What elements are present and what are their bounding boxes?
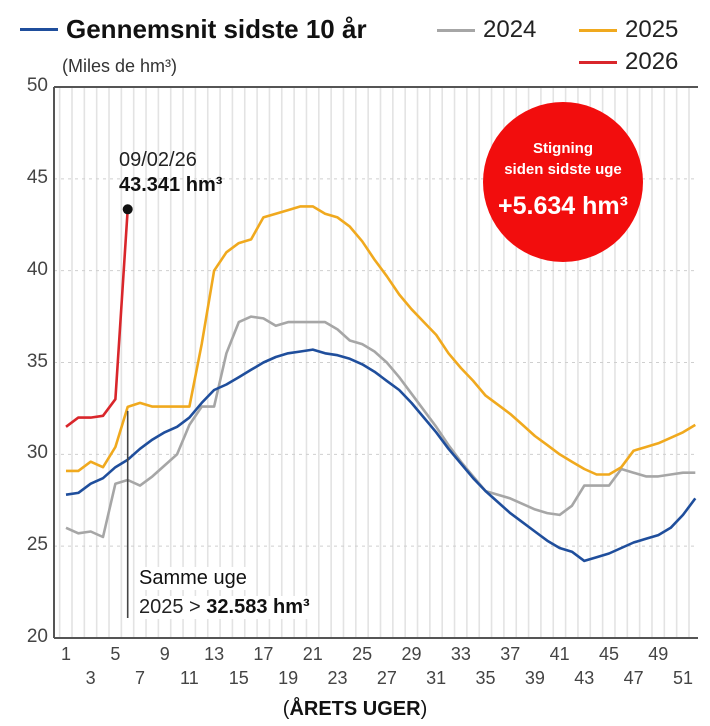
same-week-value-line: 2025 > 32.583 hm³ (136, 596, 313, 619)
legend-2024: 2024 (437, 16, 536, 44)
legend-swatch-2026 (579, 60, 617, 64)
x-tick-label: 29 (401, 644, 422, 664)
legend-swatch-2025 (579, 28, 617, 32)
series-line-2024 (65, 315, 696, 539)
legend-2024-label: 2024 (483, 16, 537, 43)
legend-avg: Gennemsnit sidste 10 år (20, 14, 367, 45)
badge-value: +5.634 hm³ (498, 192, 628, 220)
x-tick-label: 33 (450, 644, 471, 664)
point-marker-2026-latest (122, 204, 133, 215)
same-week-year: 2025 > (139, 596, 207, 618)
legend-2026: 2026 (579, 48, 678, 76)
x-tick-label: 7 (135, 668, 146, 688)
legend-swatch-avg (20, 28, 58, 31)
x-tick-label: 3 (85, 668, 96, 688)
x-tick-label: 49 (648, 644, 669, 664)
badge-line1: Stigning (533, 140, 593, 157)
x-tick-label: 1 (60, 644, 71, 664)
y-tick-label: 40 (26, 258, 48, 280)
legend-2025-label: 2025 (625, 16, 679, 43)
y-tick-label: 25 (26, 534, 48, 556)
x-tick-label: 25 (352, 644, 373, 664)
x-tick-label: 43 (574, 668, 595, 688)
x-tick-label: 35 (475, 668, 496, 688)
x-tick-label: 27 (376, 668, 397, 688)
x-tick-label: 31 (426, 668, 447, 688)
x-tick-label: 5 (110, 644, 121, 664)
x-tick-label: 39 (524, 668, 545, 688)
x-tick-label: 41 (549, 644, 570, 664)
increase-badge: Stigning siden sidste uge +5.634 hm³ (483, 102, 643, 262)
y-tick-label: 20 (26, 626, 48, 647)
x-tick-label: 23 (327, 668, 348, 688)
x-tick-label: 51 (672, 668, 694, 688)
x-tick-label: 13 (204, 644, 225, 664)
same-week-value: 32.583 hm³ (206, 596, 310, 618)
x-tick-label: 21 (302, 644, 323, 664)
series-line-2026 (65, 209, 129, 428)
x-tick-label: 37 (500, 644, 521, 664)
legend-2026-label: 2026 (625, 48, 679, 75)
legend-swatch-2024 (437, 28, 475, 32)
legend-avg-label: Gennemsnit sidste 10 år (66, 14, 367, 44)
x-tick-label: 17 (253, 644, 274, 664)
annotation-value: 43.341 hm³ (119, 174, 223, 196)
y-tick-label: 50 (26, 75, 48, 96)
same-week-label: Samme uge (136, 567, 250, 590)
x-tick-label: 19 (278, 668, 299, 688)
x-axis-title-text: ÅRETS UGER (289, 698, 421, 720)
y-axis-unit-label: (Miles de hm³) (62, 56, 178, 76)
series-line-avg (65, 348, 697, 563)
y-tick-label: 30 (26, 442, 48, 464)
x-tick-label: 15 (228, 668, 249, 688)
x-tick-label: 45 (598, 644, 619, 664)
y-tick-label: 45 (26, 166, 48, 188)
x-axis-title: (ÅRETS UGER) (0, 698, 710, 721)
x-tick-label: 11 (180, 668, 199, 688)
x-axis-title-close: ) (420, 698, 428, 720)
badge-line2: siden sidste uge (504, 161, 622, 178)
series-line-2025 (66, 205, 696, 476)
legend-2025: 2025 (579, 16, 678, 44)
y-tick-label: 35 (26, 350, 48, 372)
annotation-date: 09/02/26 (119, 149, 197, 171)
x-tick-label: 9 (159, 644, 170, 664)
x-tick-label: 47 (623, 668, 644, 688)
x-axis-title-open: ( (282, 698, 290, 720)
